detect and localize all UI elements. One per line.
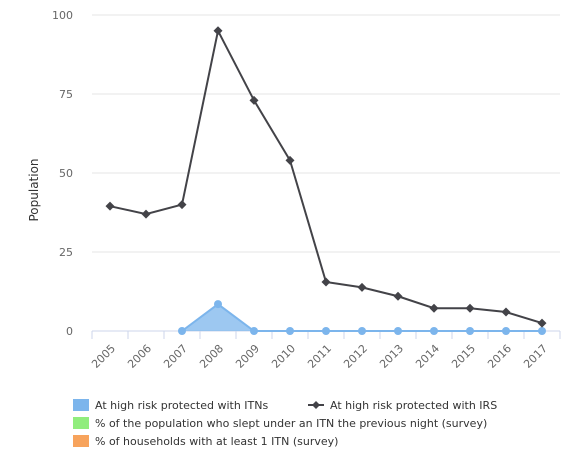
itn-point bbox=[466, 327, 474, 335]
y-tick-label: 0 bbox=[66, 325, 73, 338]
itn-point bbox=[394, 327, 402, 335]
legend: At high risk protected with ITNs At high … bbox=[73, 399, 497, 448]
irs-point bbox=[177, 200, 187, 210]
x-tick-label: 2009 bbox=[233, 342, 262, 371]
itn-point bbox=[214, 300, 222, 309]
legend-label: At high risk protected with ITNs bbox=[95, 399, 269, 412]
irs-point bbox=[501, 307, 511, 317]
legend-symbol-marker bbox=[312, 401, 320, 409]
x-tick-label: 2011 bbox=[305, 342, 334, 371]
irs-point bbox=[393, 291, 403, 301]
itn-point bbox=[250, 327, 258, 335]
legend-label: % of the population who slept under an I… bbox=[95, 417, 487, 430]
itn-point bbox=[538, 327, 546, 335]
series-layer bbox=[105, 26, 547, 335]
itn-point bbox=[502, 327, 510, 335]
irs-point bbox=[537, 318, 547, 328]
x-tick-label: 2005 bbox=[89, 342, 118, 371]
irs-point bbox=[249, 95, 259, 105]
irs-point bbox=[105, 201, 115, 211]
legend-swatch bbox=[73, 417, 89, 429]
legend-swatch bbox=[73, 399, 89, 411]
itn-point bbox=[286, 327, 294, 335]
y-axis-title: Population bbox=[27, 158, 41, 221]
legend-label: % of households with at least 1 ITN (sur… bbox=[95, 435, 338, 448]
itn-point bbox=[322, 327, 330, 335]
y-tick-label: 75 bbox=[59, 88, 73, 101]
irs-point bbox=[465, 303, 475, 313]
x-tick-label: 2008 bbox=[197, 342, 226, 371]
legend-label: At high risk protected with IRS bbox=[330, 399, 497, 412]
x-tick-label: 2015 bbox=[449, 342, 478, 371]
x-tick-label: 2012 bbox=[341, 342, 370, 371]
y-tick-label: 25 bbox=[59, 246, 73, 259]
irs-point bbox=[357, 282, 367, 292]
legend-swatch bbox=[73, 435, 89, 447]
x-tick-label: 2017 bbox=[521, 342, 550, 371]
x-tick-label: 2007 bbox=[161, 342, 190, 371]
itn-point bbox=[430, 327, 438, 335]
irs-point bbox=[213, 26, 223, 36]
x-tick-label: 2006 bbox=[125, 342, 154, 371]
grid-lines bbox=[92, 14, 560, 253]
irs-point bbox=[321, 277, 331, 287]
irs-point bbox=[429, 303, 439, 313]
irs-point bbox=[141, 209, 151, 219]
x-tick-label: 2010 bbox=[269, 342, 298, 371]
irs-point bbox=[285, 155, 295, 165]
x-tick-label: 2014 bbox=[413, 342, 442, 371]
x-tick-label: 2013 bbox=[377, 342, 406, 371]
y-tick-label: 50 bbox=[59, 167, 73, 180]
y-tick-label: 100 bbox=[52, 9, 73, 22]
itn-point bbox=[178, 327, 186, 335]
itn-point bbox=[358, 327, 366, 335]
x-tick-label: 2016 bbox=[485, 342, 514, 371]
